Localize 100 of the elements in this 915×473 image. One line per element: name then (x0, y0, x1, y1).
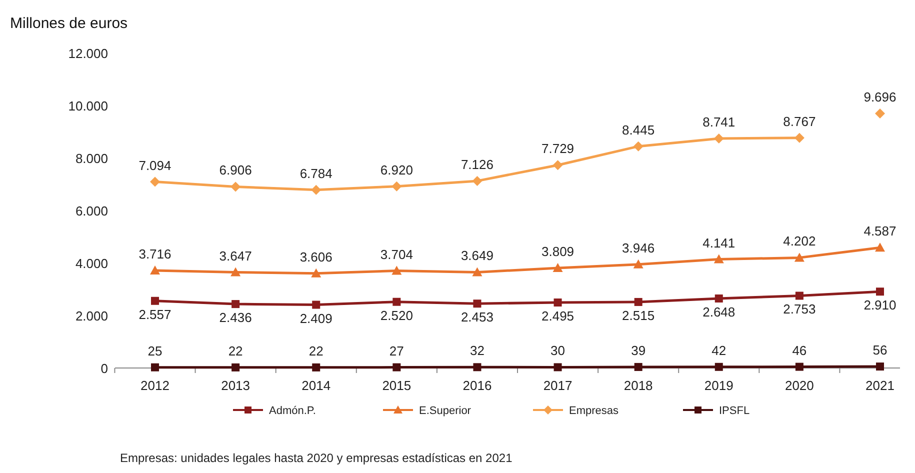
point (875, 108, 885, 118)
data-label: 30 (550, 343, 566, 358)
x-tick-label: 2019 (704, 378, 734, 393)
point (312, 300, 320, 309)
legend-label: E.Superior (419, 405, 472, 417)
point (150, 176, 160, 187)
x-tick-label: 2018 (624, 378, 653, 393)
point (311, 268, 322, 278)
x-tick-label: 2012 (140, 378, 170, 393)
data-label: 2.753 (783, 302, 816, 317)
point (554, 363, 562, 372)
legend-label: Admón.P. (269, 405, 316, 417)
data-label: 7.094 (138, 158, 172, 173)
data-label: 8.445 (622, 122, 655, 138)
data-label: 42 (712, 342, 726, 358)
data-label: 2.520 (380, 308, 413, 323)
data-label: 3.647 (219, 248, 252, 264)
data-label: 3.704 (380, 246, 413, 262)
data-label: 4.141 (702, 235, 736, 250)
point (472, 176, 482, 186)
point (794, 132, 804, 143)
point (795, 362, 804, 371)
point (876, 362, 884, 371)
x-tick-label: 2016 (462, 378, 492, 393)
legend-label: IPSFL (719, 405, 750, 417)
x-tick-label: 2021 (866, 378, 894, 393)
point (392, 181, 402, 192)
point (794, 252, 804, 262)
data-label: 56 (872, 342, 888, 358)
data-label: 4.202 (783, 234, 816, 249)
x-tick-label: 2014 (302, 378, 331, 393)
point (714, 254, 724, 264)
y-tick-label: 8.000 (75, 151, 108, 166)
y-tick-label: 10.000 (68, 98, 108, 114)
y-tick-label: 0 (100, 361, 108, 376)
point (151, 296, 159, 305)
data-label: 3.716 (138, 246, 172, 262)
point (392, 266, 402, 275)
point (230, 182, 241, 192)
data-label: 27 (389, 343, 404, 358)
data-label: 8.767 (783, 114, 816, 129)
data-label: 3.946 (622, 240, 655, 256)
point (232, 300, 240, 308)
data-label: 9.696 (864, 89, 896, 104)
data-label: 22 (308, 343, 324, 358)
point (633, 259, 644, 268)
y-axis-title: Millones de euros (10, 15, 128, 32)
y-tick-label: 6.000 (75, 204, 108, 218)
point (875, 242, 885, 252)
data-label: 2.515 (622, 308, 655, 323)
point (552, 263, 563, 272)
y-tick-label: 4.000 (75, 256, 108, 271)
point (392, 363, 401, 372)
x-tick-label: 2015 (382, 378, 412, 393)
data-label: 22 (228, 343, 243, 358)
legend-label: Empresas (569, 405, 620, 417)
point (151, 363, 159, 372)
data-label: 2.436 (219, 310, 252, 326)
point (232, 363, 240, 372)
data-label: 2.453 (460, 310, 494, 325)
data-label: 6.906 (219, 162, 252, 178)
data-label: 25 (148, 343, 162, 358)
point (633, 141, 644, 152)
point (230, 267, 241, 276)
point (473, 363, 482, 372)
data-label: 2.409 (300, 310, 332, 326)
y-tick-label: 12.000 (68, 46, 108, 61)
data-label: 46 (792, 342, 807, 358)
point (554, 298, 562, 307)
data-label: 2.910 (864, 298, 896, 313)
point (634, 298, 642, 306)
x-tick-label: 2013 (221, 378, 250, 393)
x-tick-label: 2017 (543, 378, 572, 393)
data-label: 2.648 (702, 304, 736, 320)
y-tick-label: 2.000 (75, 308, 108, 324)
x-tick-label: 2020 (784, 378, 814, 393)
text: Empresas: unidades legales hasta 2020 y empresas estadísticas en 2021 (120, 451, 513, 465)
data-label: 7.729 (542, 141, 574, 156)
data-label: 3.606 (300, 249, 332, 264)
data-label: 8.741 (702, 114, 736, 130)
point (714, 294, 723, 302)
data-label: 6.920 (380, 162, 413, 178)
point (150, 265, 160, 274)
point (634, 362, 642, 371)
point (311, 184, 322, 195)
data-label: 7.126 (460, 156, 494, 172)
data-label: 3.649 (460, 248, 494, 264)
point (876, 288, 884, 296)
point (714, 362, 723, 371)
data-label: 3.809 (542, 244, 574, 260)
data-label: 32 (470, 343, 484, 358)
point (795, 292, 804, 300)
data-label: 4.587 (864, 224, 896, 239)
data-label: 2.557 (138, 306, 172, 322)
point (473, 300, 482, 308)
data-label: 2.495 (542, 308, 574, 324)
point (472, 267, 482, 276)
point (392, 298, 401, 306)
point (552, 160, 563, 170)
point (312, 363, 320, 372)
